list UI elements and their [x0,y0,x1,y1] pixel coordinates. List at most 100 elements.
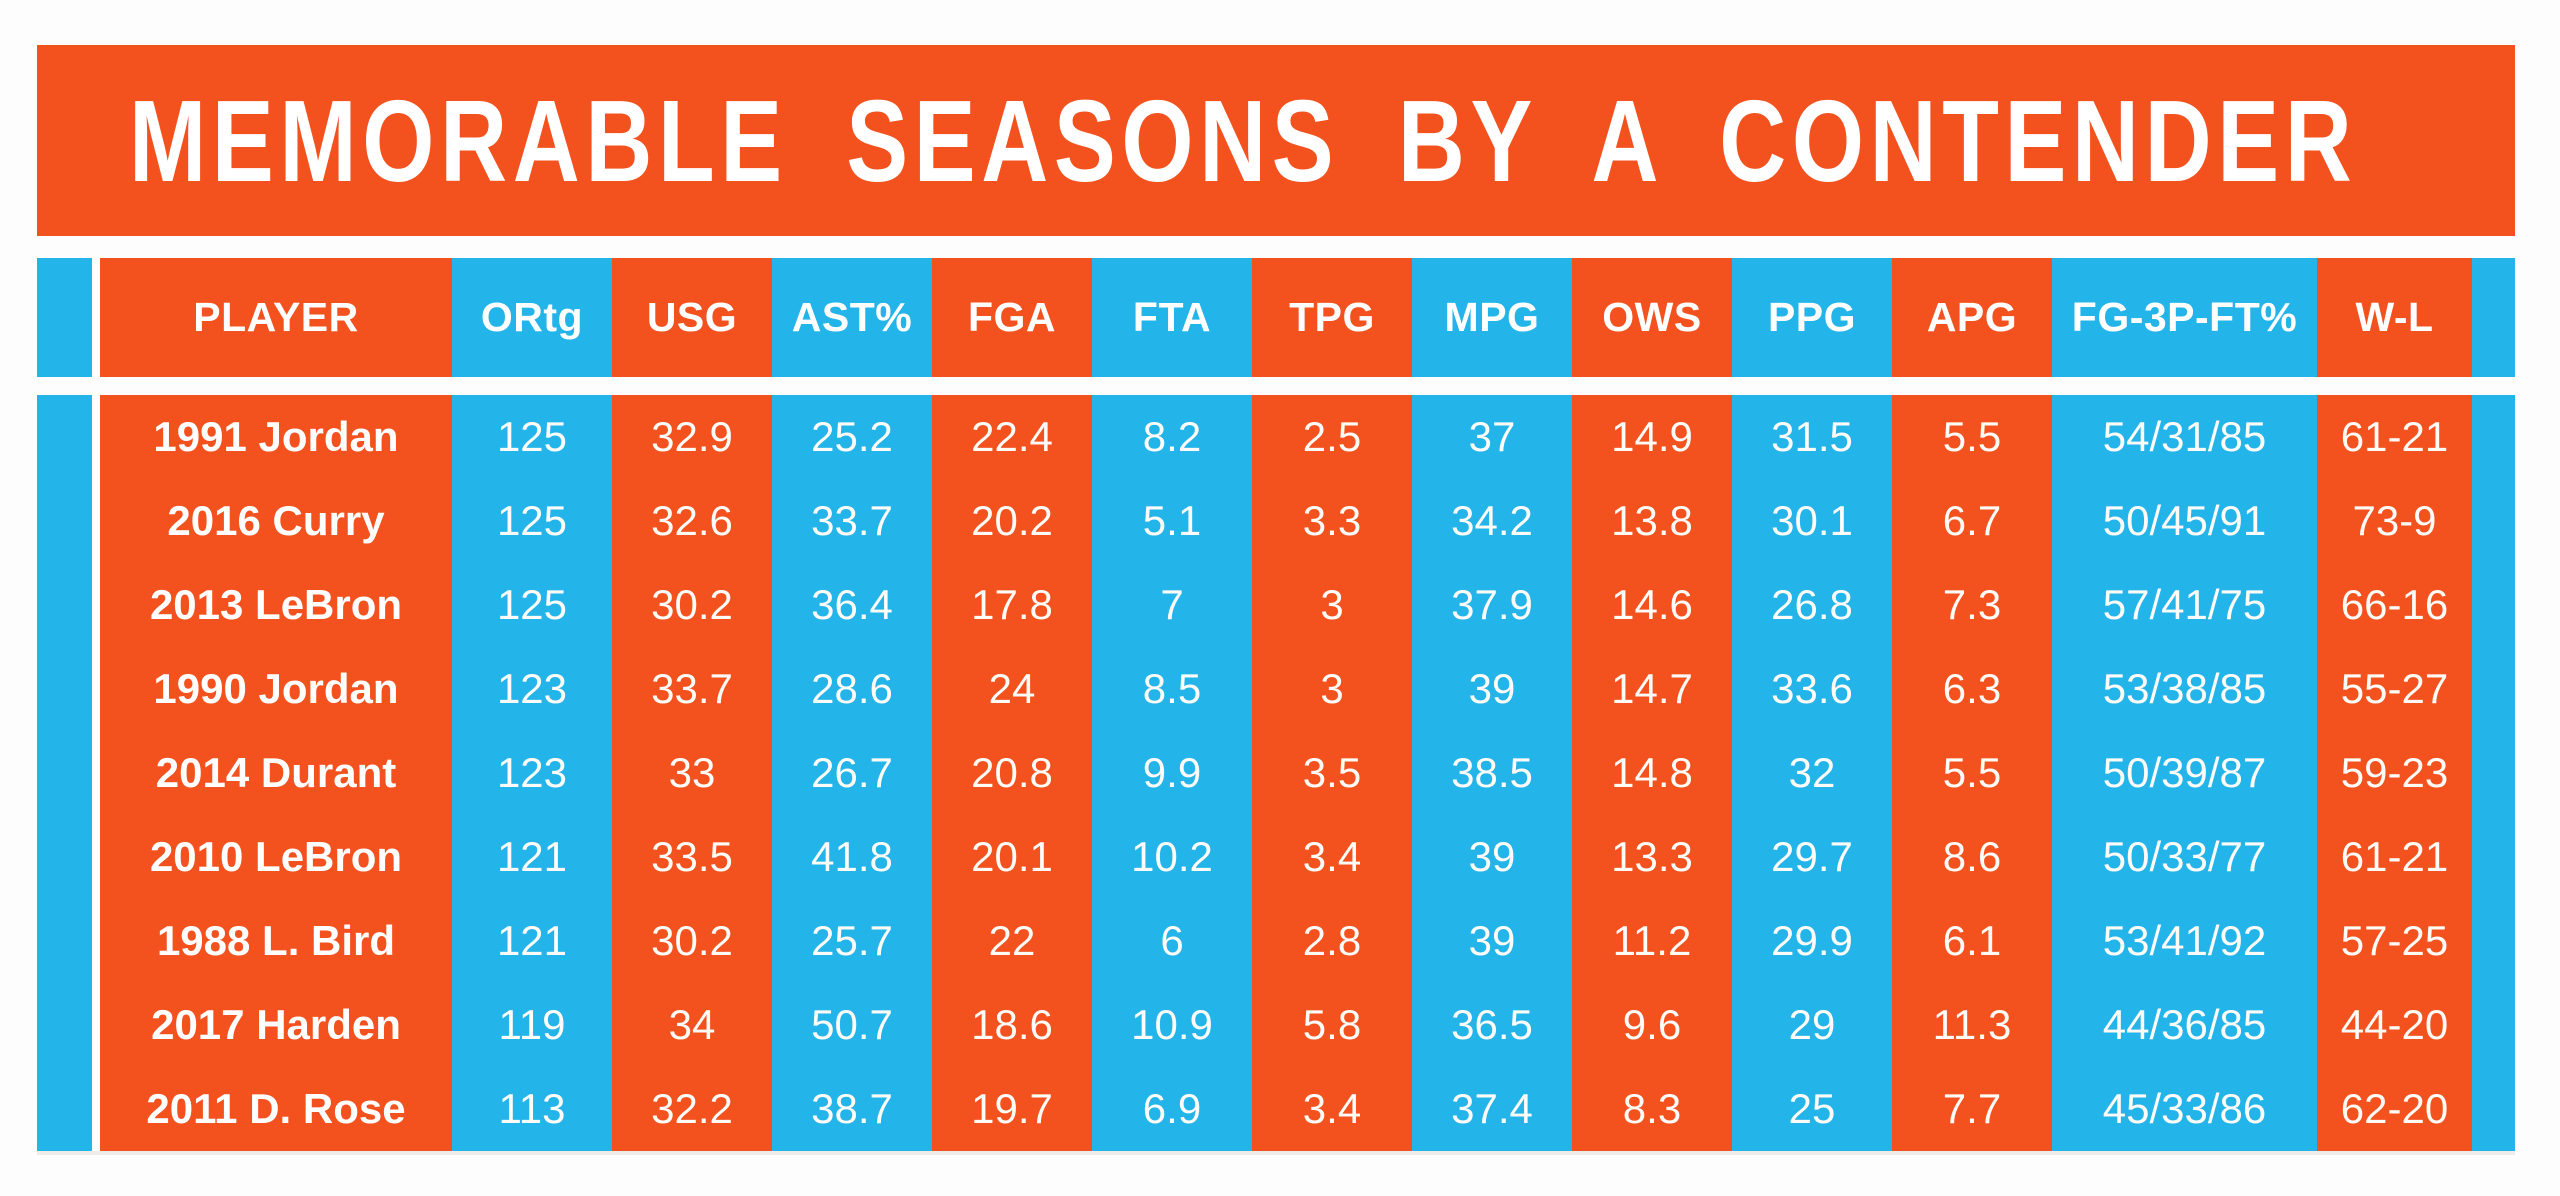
value-cell-text: 32.2 [651,1085,733,1132]
value-cell-text: 8.5 [1142,665,1202,712]
value-cell-text: 36.4 [811,581,893,628]
value-cell-text: 53/38/85 [2102,665,2267,712]
value-cell-text: 25.7 [811,917,893,964]
header-cell-mpg: MPG [1412,258,1572,377]
value-cell-text: 30.1 [1771,497,1853,544]
value-cell: 11.3 [1892,983,2052,1067]
header-cell-ortg-text: ORtg [480,294,584,340]
value-cell: 10.2 [1092,815,1252,899]
header-cell-fga: FGA [932,258,1092,377]
header-cell-mpg-text: MPG [1444,294,1540,340]
value-cell: 33.7 [772,479,932,563]
value-cell-text: 54/31/85 [2102,413,2267,460]
value-cell: 28.6 [772,647,932,731]
value-cell-text: 125 [496,497,568,544]
value-cell: 26.7 [772,731,932,815]
value-cell: 121 [452,815,612,899]
value-cell-text: 33.7 [651,665,733,712]
player-cell-text: 1991 Jordan [153,413,399,460]
value-cell: 32 [1732,731,1892,815]
player-cell: 2014 Durant [100,731,452,815]
value-cell-text: 36.5 [1451,1001,1533,1048]
value-cell: 125 [452,395,612,479]
value-cell: 53/38/85 [2052,647,2317,731]
value-cell: 36.4 [772,563,932,647]
value-cell: 30.1 [1732,479,1892,563]
value-cell: 6.3 [1892,647,2052,731]
header-cell-usg-text: USG [646,294,738,340]
value-cell: 33 [612,731,772,815]
player-cell: 2013 LeBron [100,563,452,647]
value-cell: 39 [1412,647,1572,731]
player-cell: 1988 L. Bird [100,899,452,983]
value-cell-text: 53/41/92 [2102,917,2267,964]
value-cell: 50/33/77 [2052,815,2317,899]
value-cell: 5.1 [1092,479,1252,563]
value-cell-text: 13.8 [1611,497,1693,544]
value-cell: 25.7 [772,899,932,983]
header-cell-ast: AST% [772,258,932,377]
edge-strip-left [37,258,92,377]
header-cell-ppg-text: PPG [1767,294,1857,340]
player-cell-text: 2013 LeBron [149,581,403,628]
value-cell-text: 8.3 [1622,1085,1682,1132]
value-cell: 30.2 [612,899,772,983]
value-cell-text: 44/36/85 [2102,1001,2267,1048]
value-cell-text: 37.4 [1451,1085,1533,1132]
value-cell: 113 [452,1067,612,1151]
value-cell-text: 3.3 [1302,497,1362,544]
value-cell-text: 26.8 [1771,581,1853,628]
value-cell: 7 [1092,563,1252,647]
value-cell-text: 57-25 [2340,917,2449,964]
value-cell-text: 13.3 [1611,833,1693,880]
value-cell: 14.7 [1572,647,1732,731]
value-cell-text: 39 [1468,917,1516,964]
value-cell: 11.2 [1572,899,1732,983]
value-cell-text: 32.9 [651,413,733,460]
value-cell: 5.8 [1252,983,1412,1067]
value-cell: 31.5 [1732,395,1892,479]
value-cell-text: 10.2 [1131,833,1213,880]
value-cell: 8.3 [1572,1067,1732,1151]
header-cell-ast-text: AST% [791,294,913,340]
value-cell: 5.5 [1892,731,2052,815]
header-cell-w-l: W-L [2317,258,2472,377]
column-usg: 32.9 32.6 30.2 33.7 33 33.5 30.2 34 32.2 [612,395,772,1151]
value-cell-text: 9.6 [1622,1001,1682,1048]
value-cell-text: 38.5 [1451,749,1533,796]
value-cell-text: 5.8 [1302,1001,1362,1048]
player-cell-text: 2014 Durant [155,749,397,796]
value-cell-text: 123 [496,749,568,796]
value-cell: 37.9 [1412,563,1572,647]
value-cell-text: 6 [1160,917,1184,964]
value-cell-text: 55-27 [2340,665,2449,712]
header-cell-tpg: TPG [1252,258,1412,377]
value-cell: 123 [452,731,612,815]
value-cell-text: 3 [1320,581,1344,628]
value-cell-text: 119 [498,1001,566,1048]
value-cell: 34 [612,983,772,1067]
value-cell: 61-21 [2317,395,2472,479]
column-ppg: 31.5 30.1 26.8 33.6 32 29.7 29.9 29 25 [1732,395,1892,1151]
edge-strip-right [2472,395,2515,1151]
value-cell: 2.8 [1252,899,1412,983]
column-mpg: 37 34.2 37.9 39 38.5 39 39 36.5 37.4 [1412,395,1572,1151]
value-cell-text: 5.5 [1942,749,2002,796]
value-cell: 125 [452,563,612,647]
value-cell-text: 39 [1468,665,1516,712]
value-cell-text: 113 [498,1085,566,1132]
value-cell: 8.6 [1892,815,2052,899]
value-cell-text: 57/41/75 [2102,581,2267,628]
value-cell-text: 62-20 [2340,1085,2449,1132]
value-cell-text: 34.2 [1451,497,1533,544]
value-cell-text: 3.5 [1302,749,1362,796]
value-cell: 29.7 [1732,815,1892,899]
column-tpg: 2.5 3.3 3 3 3.5 3.4 2.8 5.8 3.4 [1252,395,1412,1151]
value-cell-text: 50.7 [811,1001,893,1048]
value-cell-text: 37 [1468,413,1516,460]
edge-gap [92,395,100,1151]
header-cell-usg: USG [612,258,772,377]
header-cell-ppg: PPG [1732,258,1892,377]
value-cell: 32.6 [612,479,772,563]
header-cell-fg-3p-ft-text: FG-3P-FT% [2071,294,2298,340]
